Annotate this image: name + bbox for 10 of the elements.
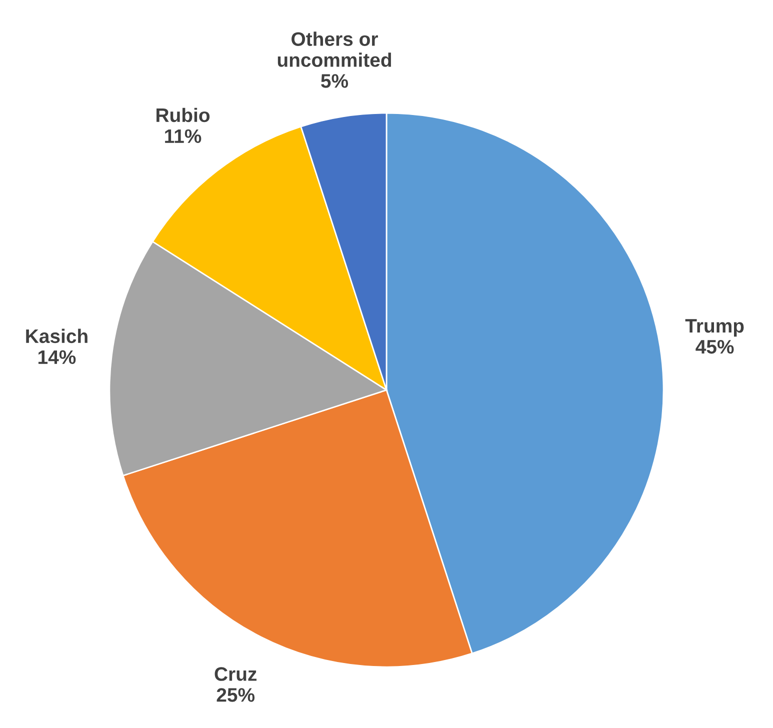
slice-label: Rubio	[156, 108, 210, 122]
slice-label: Cruz	[214, 667, 256, 681]
slice-label: Kasich	[26, 328, 88, 344]
data-label: 11%	[165, 129, 202, 144]
data-label: 14%	[38, 350, 76, 364]
data-label: 5%	[321, 74, 348, 88]
data-label: 25%	[216, 688, 255, 702]
data-label: 45%	[696, 340, 734, 354]
slice-label: Trump	[685, 319, 744, 337]
slice-label: Others or uncommited	[278, 32, 392, 67]
